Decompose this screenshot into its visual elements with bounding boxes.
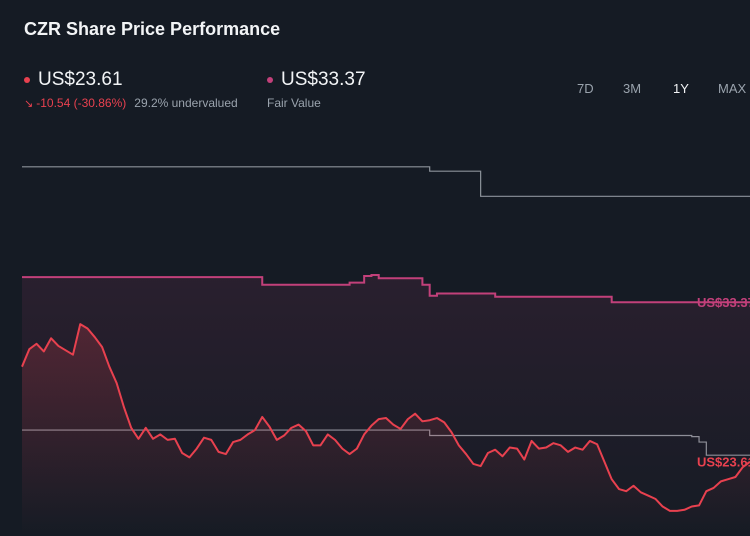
price-change: -10.54 (-30.86%) (36, 96, 127, 110)
share-price-dot-icon (24, 77, 30, 83)
share-price-area (22, 324, 750, 536)
tab-max[interactable]: MAX (718, 81, 747, 96)
tab-1y[interactable]: 1Y (673, 81, 689, 96)
analyst-price-target-line (22, 166, 750, 197)
time-range-tabs: 7D 3M 1Y MAX (560, 80, 750, 98)
share-price-line (21, 323, 750, 512)
fair-value-label: Fair Value (267, 96, 321, 110)
fair-value-end-label: US$33.37 (697, 295, 750, 310)
down-arrow-icon: ↘ (24, 97, 34, 110)
share-price-value: US$23.61 (38, 69, 123, 90)
valuation-label: 29.2% undervalued (134, 96, 238, 110)
fair-value-line (22, 273, 750, 304)
fair-value-value: US$33.37 (281, 69, 366, 90)
tab-3m[interactable]: 3M (623, 81, 642, 96)
tab-7d[interactable]: 7D (577, 81, 594, 96)
fair-value-block: US$33.37 Fair Value (267, 68, 366, 110)
share-price-end-label: US$23.61 (697, 455, 750, 470)
fair-value-dot-icon (267, 77, 273, 83)
chart-title: CZR Share Price Performance (24, 19, 281, 39)
share-price-block: US$23.61 ↘ -10.54 (-30.86%) 29.2% underv… (24, 68, 238, 110)
